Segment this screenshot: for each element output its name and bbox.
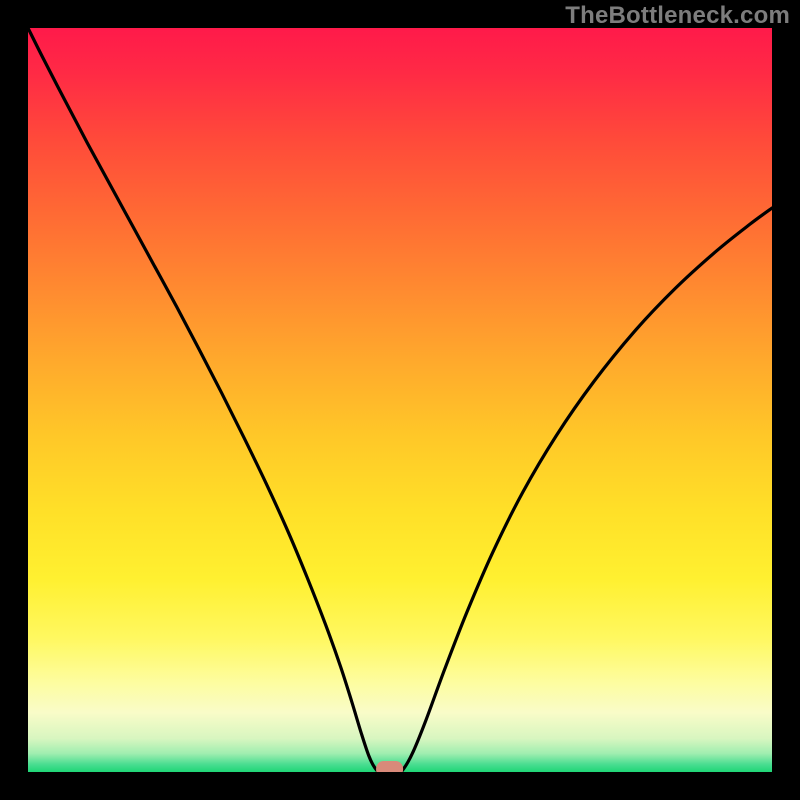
gradient-background	[28, 28, 772, 772]
chart-svg	[28, 28, 772, 772]
watermark-text: TheBottleneck.com	[565, 2, 790, 30]
minimum-marker	[377, 762, 403, 772]
plot-area	[28, 28, 772, 772]
chart-stage: TheBottleneck.com	[0, 0, 800, 800]
